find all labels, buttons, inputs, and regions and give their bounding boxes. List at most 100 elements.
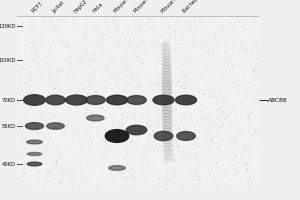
Point: [193, 18, 198, 22]
Point: [147, 86, 152, 89]
Point: [68, 99, 73, 103]
Point: [14, 69, 19, 73]
Point: [54, 142, 59, 145]
Point: [34, 99, 39, 102]
Point: [251, 49, 256, 52]
Point: [30, 41, 35, 44]
Point: [179, 173, 184, 176]
Point: [19, 179, 23, 182]
Point: [134, 176, 139, 179]
Point: [40, 112, 45, 115]
Point: [157, 61, 161, 64]
Point: [201, 64, 206, 67]
Point: [28, 75, 33, 78]
Point: [170, 80, 175, 83]
Point: [248, 65, 253, 68]
Point: [55, 113, 60, 116]
Point: [254, 48, 259, 51]
Point: [82, 66, 87, 69]
Point: [248, 114, 252, 118]
Point: [100, 144, 105, 147]
Point: [237, 20, 242, 23]
Point: [44, 23, 48, 26]
Point: [169, 24, 174, 27]
Point: [140, 132, 144, 135]
Point: [227, 27, 232, 30]
Point: [236, 120, 241, 123]
Point: [218, 131, 222, 134]
Point: [119, 41, 124, 44]
Point: [254, 47, 259, 50]
Point: [173, 35, 178, 38]
Point: [185, 27, 190, 30]
Point: [219, 115, 224, 118]
Point: [163, 86, 168, 89]
Point: [214, 118, 219, 121]
Point: [65, 45, 70, 48]
Point: [91, 74, 96, 77]
Point: [145, 120, 149, 124]
Point: [110, 44, 115, 48]
Point: [170, 125, 175, 128]
Point: [184, 51, 189, 55]
Point: [240, 67, 245, 70]
Point: [97, 70, 101, 73]
Point: [248, 175, 253, 178]
Point: [204, 57, 208, 60]
Point: [88, 91, 93, 94]
Ellipse shape: [164, 143, 171, 147]
Point: [117, 16, 122, 19]
Point: [19, 83, 23, 86]
Point: [169, 90, 174, 94]
Point: [165, 34, 170, 37]
Point: [125, 62, 130, 65]
Point: [193, 173, 198, 176]
Point: [247, 56, 251, 59]
Point: [122, 44, 127, 48]
Point: [126, 39, 131, 42]
Point: [216, 46, 221, 49]
Point: [187, 103, 191, 107]
Point: [86, 142, 91, 145]
Point: [146, 16, 151, 19]
Point: [51, 151, 56, 154]
Point: [226, 142, 231, 145]
Point: [87, 151, 92, 154]
Point: [208, 130, 213, 134]
Point: [136, 151, 141, 154]
Point: [125, 74, 130, 77]
Point: [196, 173, 200, 176]
Point: [85, 180, 90, 183]
Point: [212, 57, 216, 60]
Point: [122, 37, 127, 40]
Point: [81, 35, 86, 38]
Point: [58, 119, 63, 122]
Point: [75, 183, 80, 186]
Point: [167, 140, 172, 143]
Point: [252, 149, 256, 152]
Point: [106, 151, 111, 154]
Point: [132, 142, 137, 145]
Point: [139, 83, 144, 86]
Point: [83, 168, 88, 171]
Point: [199, 74, 204, 77]
Point: [188, 65, 193, 68]
Point: [155, 142, 160, 145]
Point: [29, 132, 34, 135]
Point: [99, 129, 104, 132]
Point: [74, 45, 79, 48]
Point: [20, 115, 25, 118]
Point: [117, 23, 122, 26]
Point: [35, 69, 40, 72]
Point: [92, 45, 97, 48]
Point: [62, 134, 67, 137]
Point: [146, 75, 151, 78]
Point: [165, 166, 170, 170]
Point: [250, 17, 255, 20]
Point: [82, 58, 87, 61]
Point: [218, 28, 222, 32]
Point: [136, 44, 140, 47]
Ellipse shape: [163, 59, 171, 63]
Point: [225, 153, 230, 156]
Point: [87, 93, 92, 96]
